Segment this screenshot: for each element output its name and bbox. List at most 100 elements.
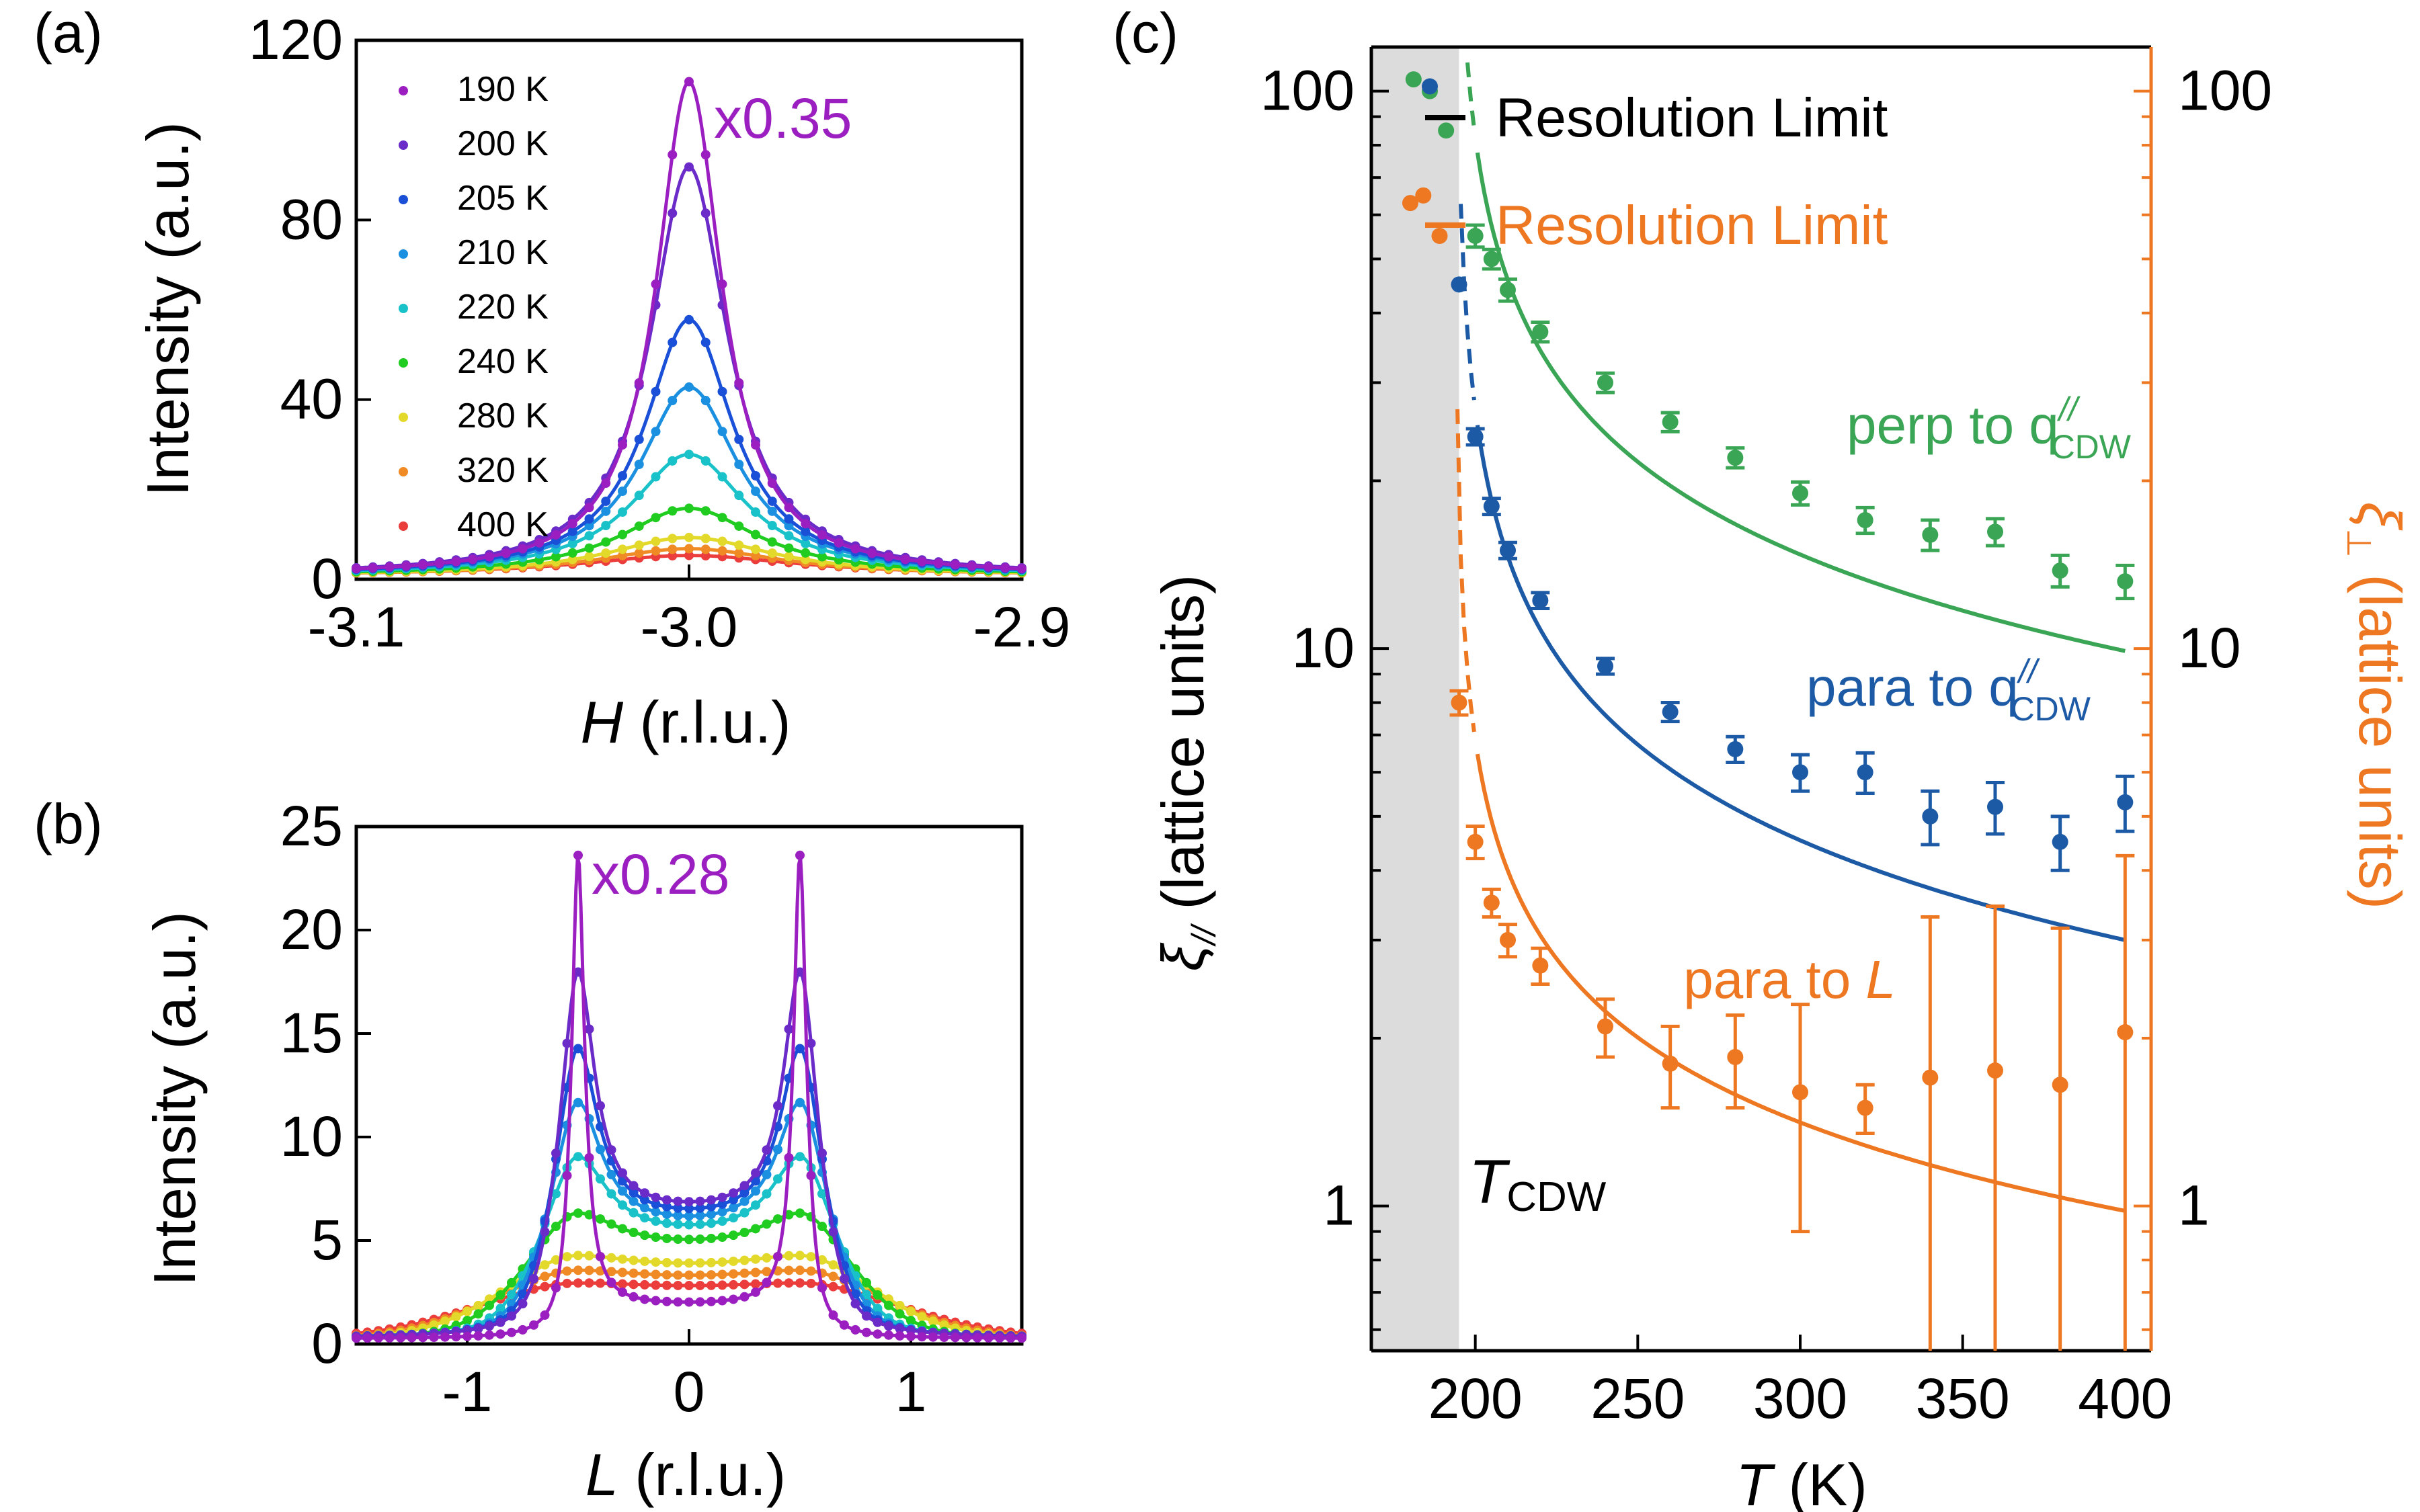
panel-a-legend-label: 280 K: [457, 396, 549, 435]
panel-a-point: [700, 506, 711, 516]
panel-c-series-label: perp to q//CDW: [1847, 390, 2132, 466]
panel-a-point: [651, 513, 661, 523]
panel-b-point: [806, 1171, 816, 1181]
panel-b-point: [873, 1290, 883, 1300]
panel-a-point: [651, 472, 661, 482]
panel-a-annotation: x0.35: [714, 87, 852, 150]
panel-b-point: [584, 1251, 594, 1261]
panel-b-point: [695, 1280, 705, 1290]
panel-c-point: [1662, 1055, 1679, 1072]
panel-b-ytick-label: 0: [311, 1312, 343, 1375]
panel-a-ytick-label: 80: [280, 187, 343, 251]
panel-b-point: [961, 1333, 971, 1343]
panel-b-label: (b): [34, 792, 103, 855]
panel-c-ytick-label-left: 10: [1292, 616, 1355, 679]
panel-a-point: [684, 162, 694, 172]
panel-b-point: [840, 1274, 849, 1284]
panel-a-point: [767, 521, 777, 531]
panel-a-point: [734, 521, 744, 531]
panel-b-point: [795, 1251, 805, 1261]
panel-c-xtick-label: 400: [2078, 1367, 2172, 1430]
panel-b-point: [817, 1189, 827, 1199]
panel-b-point: [695, 1203, 705, 1213]
panel-b-point: [862, 1311, 871, 1321]
panel-c-fit-extrapolation: [1455, 409, 1476, 732]
panel-b-point: [773, 1214, 782, 1224]
panel-b-point: [507, 1327, 516, 1337]
panel-b-point: [850, 1299, 860, 1309]
panel-b-ylabel: Intensity (a.u.): [141, 911, 208, 1286]
panel-b-point: [817, 1283, 827, 1293]
panel-b-point: [707, 1257, 716, 1267]
panel-b-point: [629, 1196, 639, 1206]
panel-a-point: [385, 562, 395, 572]
panel-b-point: [584, 1152, 594, 1163]
panel-a-point: [401, 561, 411, 571]
panel-b-point: [707, 1296, 716, 1306]
panel-a-point: [601, 521, 611, 531]
panel-b-point: [362, 1333, 372, 1343]
panel-c-point: [1422, 78, 1438, 95]
series-label-main: para to: [1683, 950, 1865, 1009]
panel-c-point: [1792, 764, 1808, 781]
panel-b-point: [673, 1270, 683, 1280]
panel-b-point: [707, 1270, 716, 1280]
panel-b-point: [717, 1192, 727, 1202]
panel-b-point: [751, 1200, 760, 1210]
panel-a-point: [368, 563, 378, 573]
panel-c-point: [1662, 704, 1679, 720]
panel-b-point: [684, 1281, 694, 1291]
panel-b-point: [695, 1196, 705, 1206]
panel-b-point: [895, 1309, 905, 1319]
panel-b-xtick-label: 1: [895, 1360, 927, 1423]
panel-b-point: [784, 1210, 794, 1220]
panel-c-point: [2117, 794, 2134, 810]
panel-b-point: [751, 1254, 760, 1264]
panel-a-point: [700, 534, 711, 544]
panel-a-legend-marker: [399, 140, 408, 150]
panel-b-point: [795, 967, 805, 977]
panel-b-point: [629, 1292, 639, 1302]
panel-a-point: [668, 456, 678, 466]
panel-b-point: [995, 1333, 1004, 1343]
panel-a-point: [468, 554, 478, 564]
panel-c-point: [1792, 1084, 1808, 1101]
series-label-sup: //: [2057, 390, 2081, 428]
panel-b-point: [717, 1280, 727, 1290]
panel-b-point: [739, 1208, 750, 1218]
panel-b-point: [618, 1267, 627, 1277]
panel-b-point: [939, 1320, 949, 1330]
panel-c-point: [1857, 1099, 1873, 1116]
panel-a-point: [734, 378, 744, 388]
panel-a-point: [734, 434, 744, 444]
panel-b-point: [640, 1195, 649, 1205]
panel-b-point: [518, 1299, 528, 1309]
panel-b-point: [695, 1219, 705, 1229]
panel-a-point: [684, 314, 694, 325]
panel-b-point: [729, 1279, 738, 1290]
panel-b-point: [784, 1265, 794, 1275]
panel-b-point: [795, 1152, 805, 1162]
tcdw-shaded-region: [1371, 47, 1459, 1351]
panel-b-point: [729, 1188, 738, 1198]
panel-b-point: [762, 1253, 772, 1263]
panel-a-point: [684, 77, 694, 87]
panel-c-series-label: para to q//CDW: [1806, 653, 2091, 728]
panel-b-point: [806, 1278, 816, 1288]
panel-b-point: [806, 1266, 816, 1276]
panel-a-point: [434, 558, 444, 569]
series-label-sub: CDW: [2011, 690, 2091, 728]
panel-a-xlabel: H (r.l.u.): [581, 689, 791, 755]
panel-b-point: [606, 1267, 616, 1277]
panel-a-point: [767, 537, 777, 547]
panel-b-point: [507, 1277, 516, 1288]
panel-c-point: [1922, 526, 1939, 543]
panel-b-point: [618, 1279, 627, 1289]
panel-a-point: [717, 513, 727, 523]
panel-b-point: [651, 1207, 661, 1217]
panel-b-point: [828, 1310, 838, 1320]
panel-b-point: [662, 1296, 672, 1306]
panel-b-point: [828, 1271, 838, 1282]
panel-a-point: [801, 548, 811, 558]
